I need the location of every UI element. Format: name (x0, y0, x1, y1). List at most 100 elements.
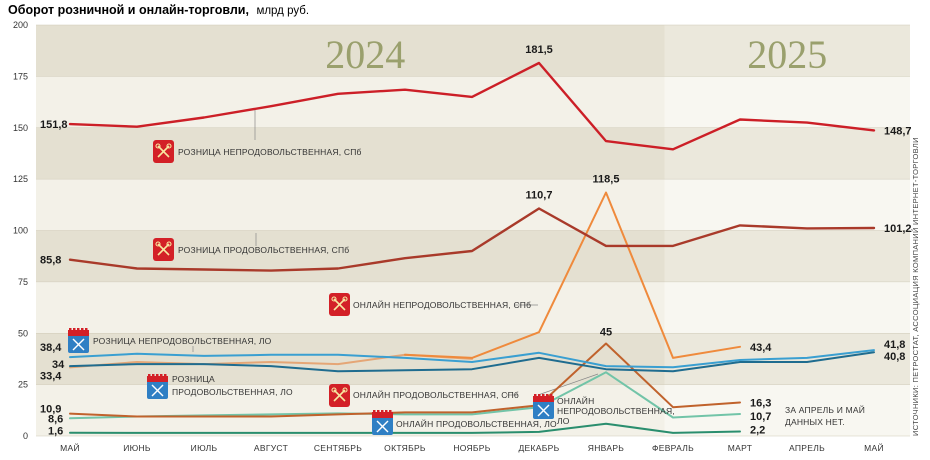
spb-emblem-icon (153, 238, 174, 261)
spb-emblem-icon (329, 384, 350, 407)
series-line-0 (68, 61, 876, 151)
band-2025-2 (664, 281, 910, 334)
x-axis-ticks: МАЙ ИЮНЬ ИЮЛЬ АВГУСТ СЕНТЯБРЬ ОКТЯБРЬ НОЯБРЬ ДЕ… (60, 442, 884, 453)
data-label: 110,7 (526, 190, 553, 202)
note-line-2: ДАННЫХ НЕТ. (785, 417, 845, 427)
chart-title: Оборот розничной и онлайн-торговли, млрд… (8, 3, 309, 17)
data-labels: 151,8 181,5 148,7 85,8 110,7 101,2 118,5 43,4 38… (40, 44, 912, 438)
band-2024-1 (36, 333, 665, 385)
band-2025-7 (664, 25, 910, 77)
series-lines (68, 61, 876, 434)
x-tick-label: АПРЕЛЬ (789, 443, 825, 453)
series-line-2 (404, 191, 741, 359)
series-label-retail-food-lo-line1: РОЗНИЦА (172, 374, 215, 384)
series-label-retail-food-lo-line2: ПРОДОВОЛЬСТВЕННАЯ, ЛО (172, 387, 293, 397)
x-tick-label: ФЕВРАЛЬ (652, 443, 694, 453)
band-2024-0 (36, 384, 665, 436)
y-tick-label: 0 (23, 431, 28, 441)
y-tick-label: 125 (13, 174, 28, 184)
series-line-1 (68, 207, 876, 272)
y-axis-ticks: 0 25 50 75 100 125 150 175 200 (13, 20, 28, 441)
lo-emblem-icon (533, 394, 554, 419)
data-label: 101,2 (884, 223, 912, 235)
band-2025-6 (664, 76, 910, 128)
y-tick-label: 50 (18, 328, 28, 338)
series-label-online-nonfood-spb: ОНЛАЙН НЕПРОДОВОЛЬСТВЕННАЯ, СПб (353, 299, 531, 310)
band-2024-3 (36, 230, 665, 282)
series-label-retail-food-spb: РОЗНИЦА ПРОДОВОЛЬСТВЕННАЯ, СПб (178, 245, 349, 255)
series-line-4 (69, 351, 875, 373)
connector-online-nonfood-lo (537, 373, 599, 396)
data-label: 118,5 (593, 173, 620, 185)
lo-emblem-icon (372, 410, 393, 435)
y-tick-label: 200 (13, 20, 28, 30)
data-label: 43,4 (750, 342, 772, 354)
spb-emblem-icon (329, 293, 350, 316)
y-tick-label: 175 (13, 71, 28, 81)
data-label: 41,8 (884, 339, 905, 351)
series-labels: РОЗНИЦА НЕПРОДОВОЛЬСТВЕННАЯ, СПб РОЗНИЦА … (68, 140, 675, 435)
series-line-3 (69, 349, 875, 369)
data-label: 38,4 (40, 342, 62, 354)
x-tick-label: СЕНТЯБРЬ (314, 443, 362, 453)
lo-emblem-icon (147, 374, 168, 399)
year-label-2024: 2024 (325, 32, 405, 77)
band-2025-5 (664, 127, 910, 180)
x-tick-label: ИЮНЬ (123, 443, 151, 453)
data-label: 34 (52, 359, 65, 371)
x-tick-label: МАРТ (728, 443, 752, 453)
background-bands (36, 25, 910, 436)
label-connectors (192, 108, 599, 396)
data-label: 2,2 (750, 424, 765, 436)
x-tick-label: НОЯБРЬ (453, 443, 490, 453)
spb-emblem-icon (153, 140, 174, 163)
data-label: 45 (600, 327, 612, 339)
data-label: 148,7 (884, 125, 912, 137)
series-line-6 (69, 342, 741, 418)
y-tick-label: 25 (18, 380, 28, 390)
x-tick-label: МАЙ (864, 442, 884, 453)
band-2025-3 (664, 230, 910, 282)
series-label-online-nonfood-lo-line3: ЛО (557, 416, 570, 426)
data-label: 151,8 (40, 119, 68, 131)
lo-emblem-icon (68, 328, 89, 353)
data-label: 85,8 (40, 255, 61, 267)
series-label-retail-nonfood-spb: РОЗНИЦА НЕПРОДОВОЛЬСТВЕННАЯ, СПб (178, 147, 362, 157)
series-label-retail-nonfood-lo: РОЗНИЦА НЕПРОДОВОЛЬСТВЕННАЯ, ЛО (93, 336, 272, 346)
x-tick-label: ЯНВАРЬ (588, 443, 625, 453)
band-2024-2 (36, 281, 665, 334)
band-2024-5 (36, 127, 665, 180)
note-line-1: ЗА АПРЕЛЬ И МАЙ (785, 404, 865, 415)
x-tick-label: ИЮЛЬ (191, 443, 218, 453)
x-tick-label: МАЙ (60, 442, 80, 453)
series-label-online-food-lo: ОНЛАЙН ПРОДОВОЛЬСТВЕННАЯ, ЛО (396, 418, 557, 429)
series-label-online-nonfood-lo-line1: ОНЛАЙН (557, 395, 594, 406)
y-tick-label: 100 (13, 226, 28, 236)
year-labels: 2024 2025 (325, 32, 827, 77)
source-note: ИСТОЧНИКИ: ПЕТРОСТАТ, АССОЦИАЦИЯ КОМПАНИ… (911, 137, 920, 436)
band-2025-4 (664, 179, 910, 231)
band-2025-0 (664, 384, 910, 436)
year-label-2025: 2025 (747, 32, 827, 77)
data-label: 181,5 (525, 44, 553, 56)
data-label: 8,6 (48, 413, 63, 425)
series-label-online-food-spb: ОНЛАЙН ПРОДОВОЛЬСТВЕННАЯ, СПб (353, 389, 519, 400)
band-2024-7 (36, 25, 665, 77)
band-2024-6 (36, 76, 665, 128)
data-label: 10,7 (750, 411, 771, 423)
x-tick-label: АВГУСТ (254, 443, 288, 453)
chart-title-unit: млрд руб. (256, 5, 309, 17)
y-tick-label: 75 (18, 277, 28, 287)
series-line-8 (69, 422, 741, 434)
gridlines (36, 24, 910, 437)
series-label-online-nonfood-lo-line2: НЕПРОДОВОЛЬСТВЕННАЯ, (557, 406, 675, 416)
y-tick-label: 150 (13, 123, 28, 133)
data-label: 16,3 (750, 398, 771, 410)
data-label: 33,4 (40, 370, 62, 382)
data-label: 40,8 (884, 351, 905, 363)
x-tick-label: ДЕКАБРЬ (519, 443, 560, 453)
chart-title-main: Оборот розничной и онлайн-торговли, (8, 3, 249, 17)
band-2024-4 (36, 179, 665, 231)
